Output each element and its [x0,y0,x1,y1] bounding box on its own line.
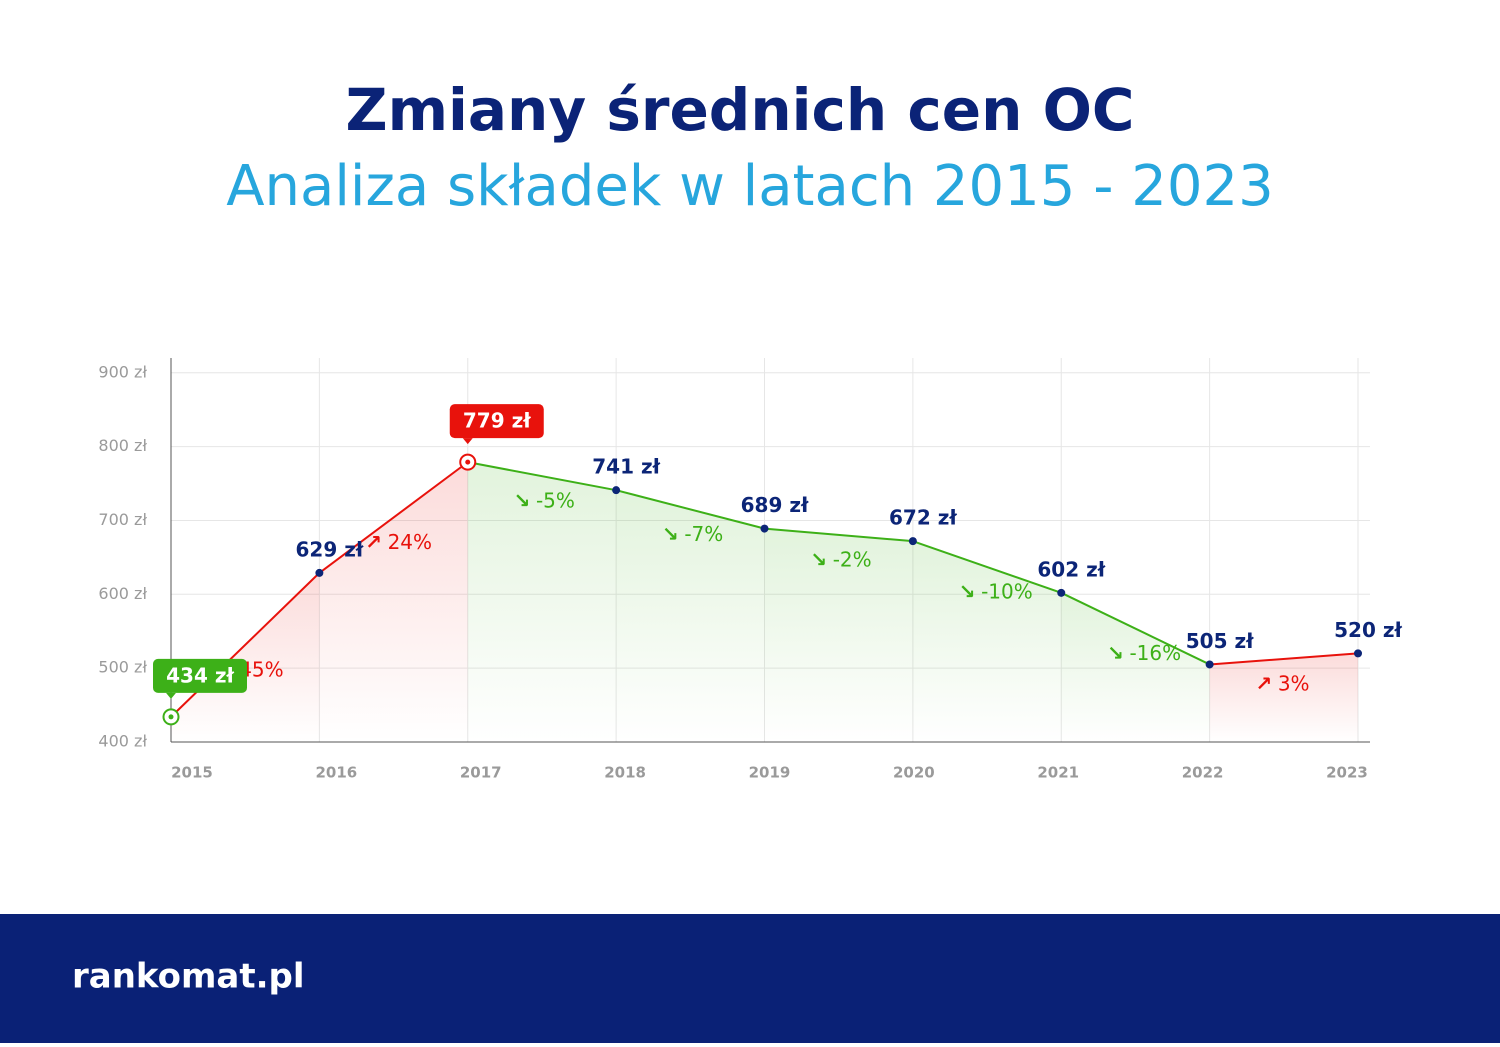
point [1057,588,1066,597]
change-arrow: ↗ [1255,671,1272,695]
change-label: -10% [981,579,1033,603]
line-segment [318,461,469,574]
point [760,524,769,533]
badge [153,658,247,693]
change-arrow: ↘ [810,547,827,571]
area-segment [171,572,320,742]
chart-title: Zmiany średnich cen OC [346,76,1135,144]
point [1354,649,1362,658]
x-tick-label: 2016 [316,764,358,782]
change-arrow: ↗ [365,530,382,554]
value-label: 434 zł [166,663,234,687]
line-segment [467,461,617,492]
footer [0,914,1500,1043]
area-segment [912,541,1062,742]
area-segment [467,462,617,742]
point [1205,660,1214,669]
x-tick-label: 2018 [604,764,646,782]
change-arrow: ↘ [1107,641,1124,665]
area-segment [319,462,468,742]
area-segment [1061,592,1210,742]
area-segment [1209,653,1358,742]
x-tick-label: 2019 [749,764,791,782]
value-label: 520 zł [1334,618,1402,642]
badge [449,404,544,439]
chart-subtitle: Analiza składek w latach 2015 - 2023 [226,154,1273,219]
x-tick-label: 2015 [171,764,213,782]
value-label: 629 zł [295,537,363,561]
plot: 400 zł 500 zł 600 zł 700 zł 800 zł 900 zł 2015… [98,358,1402,782]
point-center [465,459,471,465]
value-label: 672 zł [889,506,957,530]
y-tick-label: 700 zł [98,510,147,529]
point-center [168,714,174,720]
value-label: 505 zł [1186,629,1254,653]
value-label: 741 zł [592,455,660,479]
change-arrow: ↘ [959,579,976,603]
change-label: -5% [536,489,575,513]
x-tick-label: 2020 [893,764,935,782]
line-segment [615,489,765,530]
change-label: 24% [388,530,432,554]
x-tick-label: 2021 [1037,764,1079,782]
value-label: 779 zł [463,409,531,433]
area-segment [616,490,765,742]
point [612,486,621,495]
line-segment [1209,652,1359,666]
change-arrow: ↘ [514,489,531,513]
x-tick-label: 2023 [1326,764,1368,782]
y-tick-label: 400 zł [98,732,147,751]
change-label: 3% [1278,671,1310,695]
y-tick-label: 600 zł [98,584,147,603]
change-label: -16% [1129,641,1181,665]
point [315,568,324,577]
y-tick-label: 900 zł [98,362,147,381]
y-tick-label: 500 zł [98,658,147,677]
line-segment [912,540,1062,594]
y-tick-label: 800 zł [98,436,147,455]
change-label: -2% [833,547,872,571]
logo: rankomat.pl [72,957,305,997]
change-arrow: ↘ [662,522,679,546]
value-label: 689 zł [741,493,809,517]
change-label: -7% [684,522,723,546]
badge-pointer [166,692,176,699]
x-tick-label: 2022 [1182,764,1224,782]
point [908,537,917,546]
line-segment [1060,591,1211,666]
x-tick-label: 2017 [460,764,502,782]
badge-pointer [462,438,473,445]
value-label: 602 zł [1037,557,1105,581]
area-segment [764,528,913,742]
line-segment [764,527,913,543]
